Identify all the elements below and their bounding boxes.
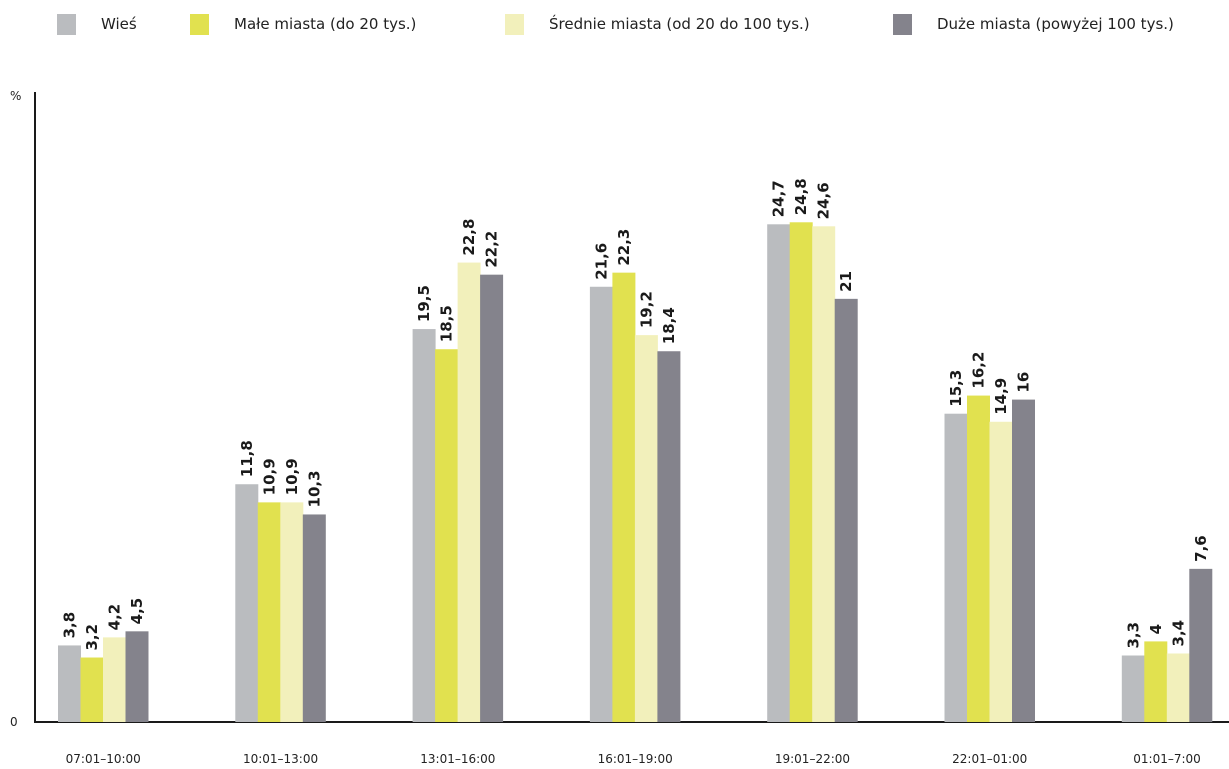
legend-swatch-wies bbox=[57, 13, 76, 35]
x-labels-group: 07:01–10:00 10:01–13:00 13:01–16:00 16:01–1… bbox=[66, 752, 1201, 766]
data-label: 7,6 bbox=[1192, 535, 1210, 562]
bar bbox=[103, 637, 126, 722]
bar bbox=[280, 502, 304, 722]
bar bbox=[412, 329, 436, 722]
data-label: 3,2 bbox=[83, 624, 101, 651]
bar bbox=[257, 502, 281, 722]
bar bbox=[789, 222, 813, 722]
bar bbox=[612, 272, 636, 722]
x-tick-label: 01:01–7:00 bbox=[1133, 752, 1201, 766]
data-label: 15,3 bbox=[947, 370, 965, 407]
bar bbox=[1012, 399, 1035, 722]
bar bbox=[767, 224, 791, 723]
data-label: 4,5 bbox=[128, 598, 146, 625]
data-label: 24,6 bbox=[815, 182, 833, 219]
data-label: 16,2 bbox=[970, 352, 988, 389]
legend-swatch-srednie-miasta bbox=[505, 13, 524, 35]
legend-label-male-miasta: Małe miasta (do 20 tys.) bbox=[234, 15, 417, 33]
x-tick-label: 07:01–10:00 bbox=[66, 752, 141, 766]
data-label: 18,5 bbox=[438, 305, 456, 342]
x-tick-label: 16:01–19:00 bbox=[598, 752, 673, 766]
bar bbox=[634, 335, 658, 722]
legend-item-srednie-miasta: Średnie miasta (od 20 do 100 tys.) bbox=[505, 12, 810, 36]
y-tick-label: 0 bbox=[10, 715, 18, 729]
data-label: 24,8 bbox=[792, 178, 810, 215]
legend-label-duze-miasta: Duże miasta (powyżej 100 tys.) bbox=[937, 15, 1174, 33]
x-tick-label: 10:01–13:00 bbox=[243, 752, 318, 766]
data-label: 22,8 bbox=[460, 219, 478, 256]
data-label: 10,9 bbox=[283, 458, 301, 495]
legend: Wieś Małe miasta (do 20 tys.) Średnie mi… bbox=[0, 0, 1229, 50]
legend-label-srednie-miasta: Średnie miasta (od 20 do 100 tys.) bbox=[549, 15, 810, 33]
legend-item-duze-miasta: Duże miasta (powyżej 100 tys.) bbox=[893, 12, 1174, 36]
data-label: 22,2 bbox=[483, 231, 501, 268]
bar bbox=[944, 413, 968, 722]
data-label: 21 bbox=[837, 271, 855, 292]
bar bbox=[480, 274, 504, 722]
data-label: 11,8 bbox=[238, 440, 256, 477]
value-labels-group: 3,8 3,24,2 4,511,8 10,9 10,9 10,319,518,522,8… bbox=[61, 178, 1210, 650]
data-label: 4 bbox=[1147, 624, 1165, 634]
bar bbox=[1144, 641, 1168, 722]
data-label: 14,9 bbox=[992, 378, 1010, 415]
bar bbox=[1166, 653, 1190, 722]
data-label: 3,4 bbox=[1169, 620, 1187, 647]
data-label: 19,5 bbox=[415, 285, 433, 322]
data-label: 10,9 bbox=[260, 458, 278, 495]
x-tick-label: 22:01–01:00 bbox=[952, 752, 1027, 766]
data-label: 4,2 bbox=[106, 604, 124, 631]
data-label: 3,8 bbox=[61, 612, 79, 639]
x-tick-label: 19:01–22:00 bbox=[775, 752, 850, 766]
legend-item-male-miasta: Małe miasta (do 20 tys.) bbox=[190, 12, 416, 36]
bar bbox=[967, 395, 990, 722]
legend-label-wies: Wieś bbox=[101, 15, 137, 33]
data-label: 24,7 bbox=[770, 180, 788, 217]
data-label: 21,6 bbox=[592, 243, 610, 280]
legend-swatch-male-miasta bbox=[190, 13, 209, 35]
bar bbox=[58, 645, 81, 722]
bar bbox=[989, 421, 1013, 722]
bar bbox=[302, 514, 326, 722]
data-label: 18,4 bbox=[660, 307, 678, 344]
bar bbox=[657, 351, 681, 722]
data-label: 19,2 bbox=[637, 291, 655, 328]
legend-item-wies: Wieś bbox=[57, 12, 137, 36]
x-tick-label: 13:01–16:00 bbox=[420, 752, 495, 766]
data-label: 10,3 bbox=[305, 470, 323, 507]
bar bbox=[1189, 568, 1213, 722]
data-label: 16 bbox=[1015, 372, 1033, 393]
bar bbox=[834, 298, 858, 722]
bar bbox=[1121, 655, 1145, 722]
bars-group bbox=[58, 222, 1213, 723]
bar bbox=[235, 484, 259, 722]
legend-swatch-duze-miasta bbox=[893, 13, 912, 35]
y-axis-label: % bbox=[10, 89, 21, 103]
data-label: 22,3 bbox=[615, 229, 633, 266]
bar bbox=[457, 262, 481, 722]
data-label: 3,3 bbox=[1124, 622, 1142, 649]
bar bbox=[812, 226, 836, 722]
bar bbox=[589, 286, 613, 722]
bar bbox=[435, 349, 459, 722]
bar bbox=[80, 657, 104, 722]
bar bbox=[125, 631, 149, 722]
